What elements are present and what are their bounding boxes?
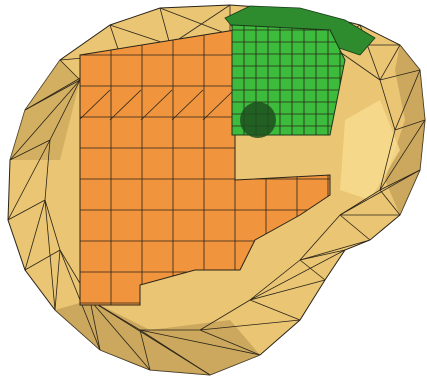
mesh-edge — [199, 299, 251, 331]
mesh-edge — [49, 79, 81, 141]
mesh-edge — [9, 79, 81, 161]
mesh-edge — [249, 249, 346, 301]
mesh-edge — [379, 79, 396, 131]
mesh-edge — [44, 199, 61, 251]
mesh-edge — [379, 189, 401, 216]
mesh-edge — [89, 299, 101, 351]
grid-line — [171, 89, 204, 121]
mesh-edge — [169, 5, 231, 46]
mesh-edge — [379, 119, 425, 191]
mesh-edge — [44, 139, 51, 201]
mesh-edge — [339, 189, 381, 216]
mesh-edge — [339, 214, 371, 241]
mesh-edge — [249, 299, 301, 321]
mesh-edge — [249, 279, 326, 301]
mesh-edge — [199, 319, 301, 331]
mesh-edge — [379, 44, 401, 81]
mesh-edge — [8, 199, 46, 221]
mesh-edge — [54, 249, 61, 311]
mesh-edge — [139, 329, 261, 356]
mesh-edge — [59, 59, 81, 81]
mesh-edge — [299, 239, 371, 261]
mesh-edge — [249, 259, 301, 301]
mesh-edge — [339, 169, 421, 216]
grid-line — [140, 89, 173, 121]
grid-line — [109, 89, 142, 121]
mesh-edge — [299, 249, 346, 261]
mesh-edge — [8, 139, 51, 221]
mesh-edge — [379, 129, 396, 191]
marker — [240, 102, 276, 138]
mesh-edge — [44, 199, 56, 311]
mesh-edge — [24, 249, 61, 271]
mesh-edge — [299, 214, 341, 261]
grid-line — [80, 89, 111, 121]
mesh-edge — [159, 7, 231, 36]
mesh-shade-left — [10, 60, 80, 160]
mesh-edge — [89, 299, 211, 375]
mesh-edge — [379, 69, 421, 81]
mesh-edge — [24, 199, 46, 271]
mesh-edge — [199, 329, 261, 356]
mesh-edge — [89, 299, 151, 371]
mesh-edge — [299, 259, 326, 281]
mesh-light-right — [340, 100, 400, 200]
mesh-edge — [394, 119, 425, 131]
mesh-edge — [394, 69, 421, 131]
mesh-edge — [159, 7, 171, 46]
grid-line — [202, 89, 235, 121]
mesh-edge — [9, 139, 51, 161]
mesh-edge — [139, 329, 151, 371]
